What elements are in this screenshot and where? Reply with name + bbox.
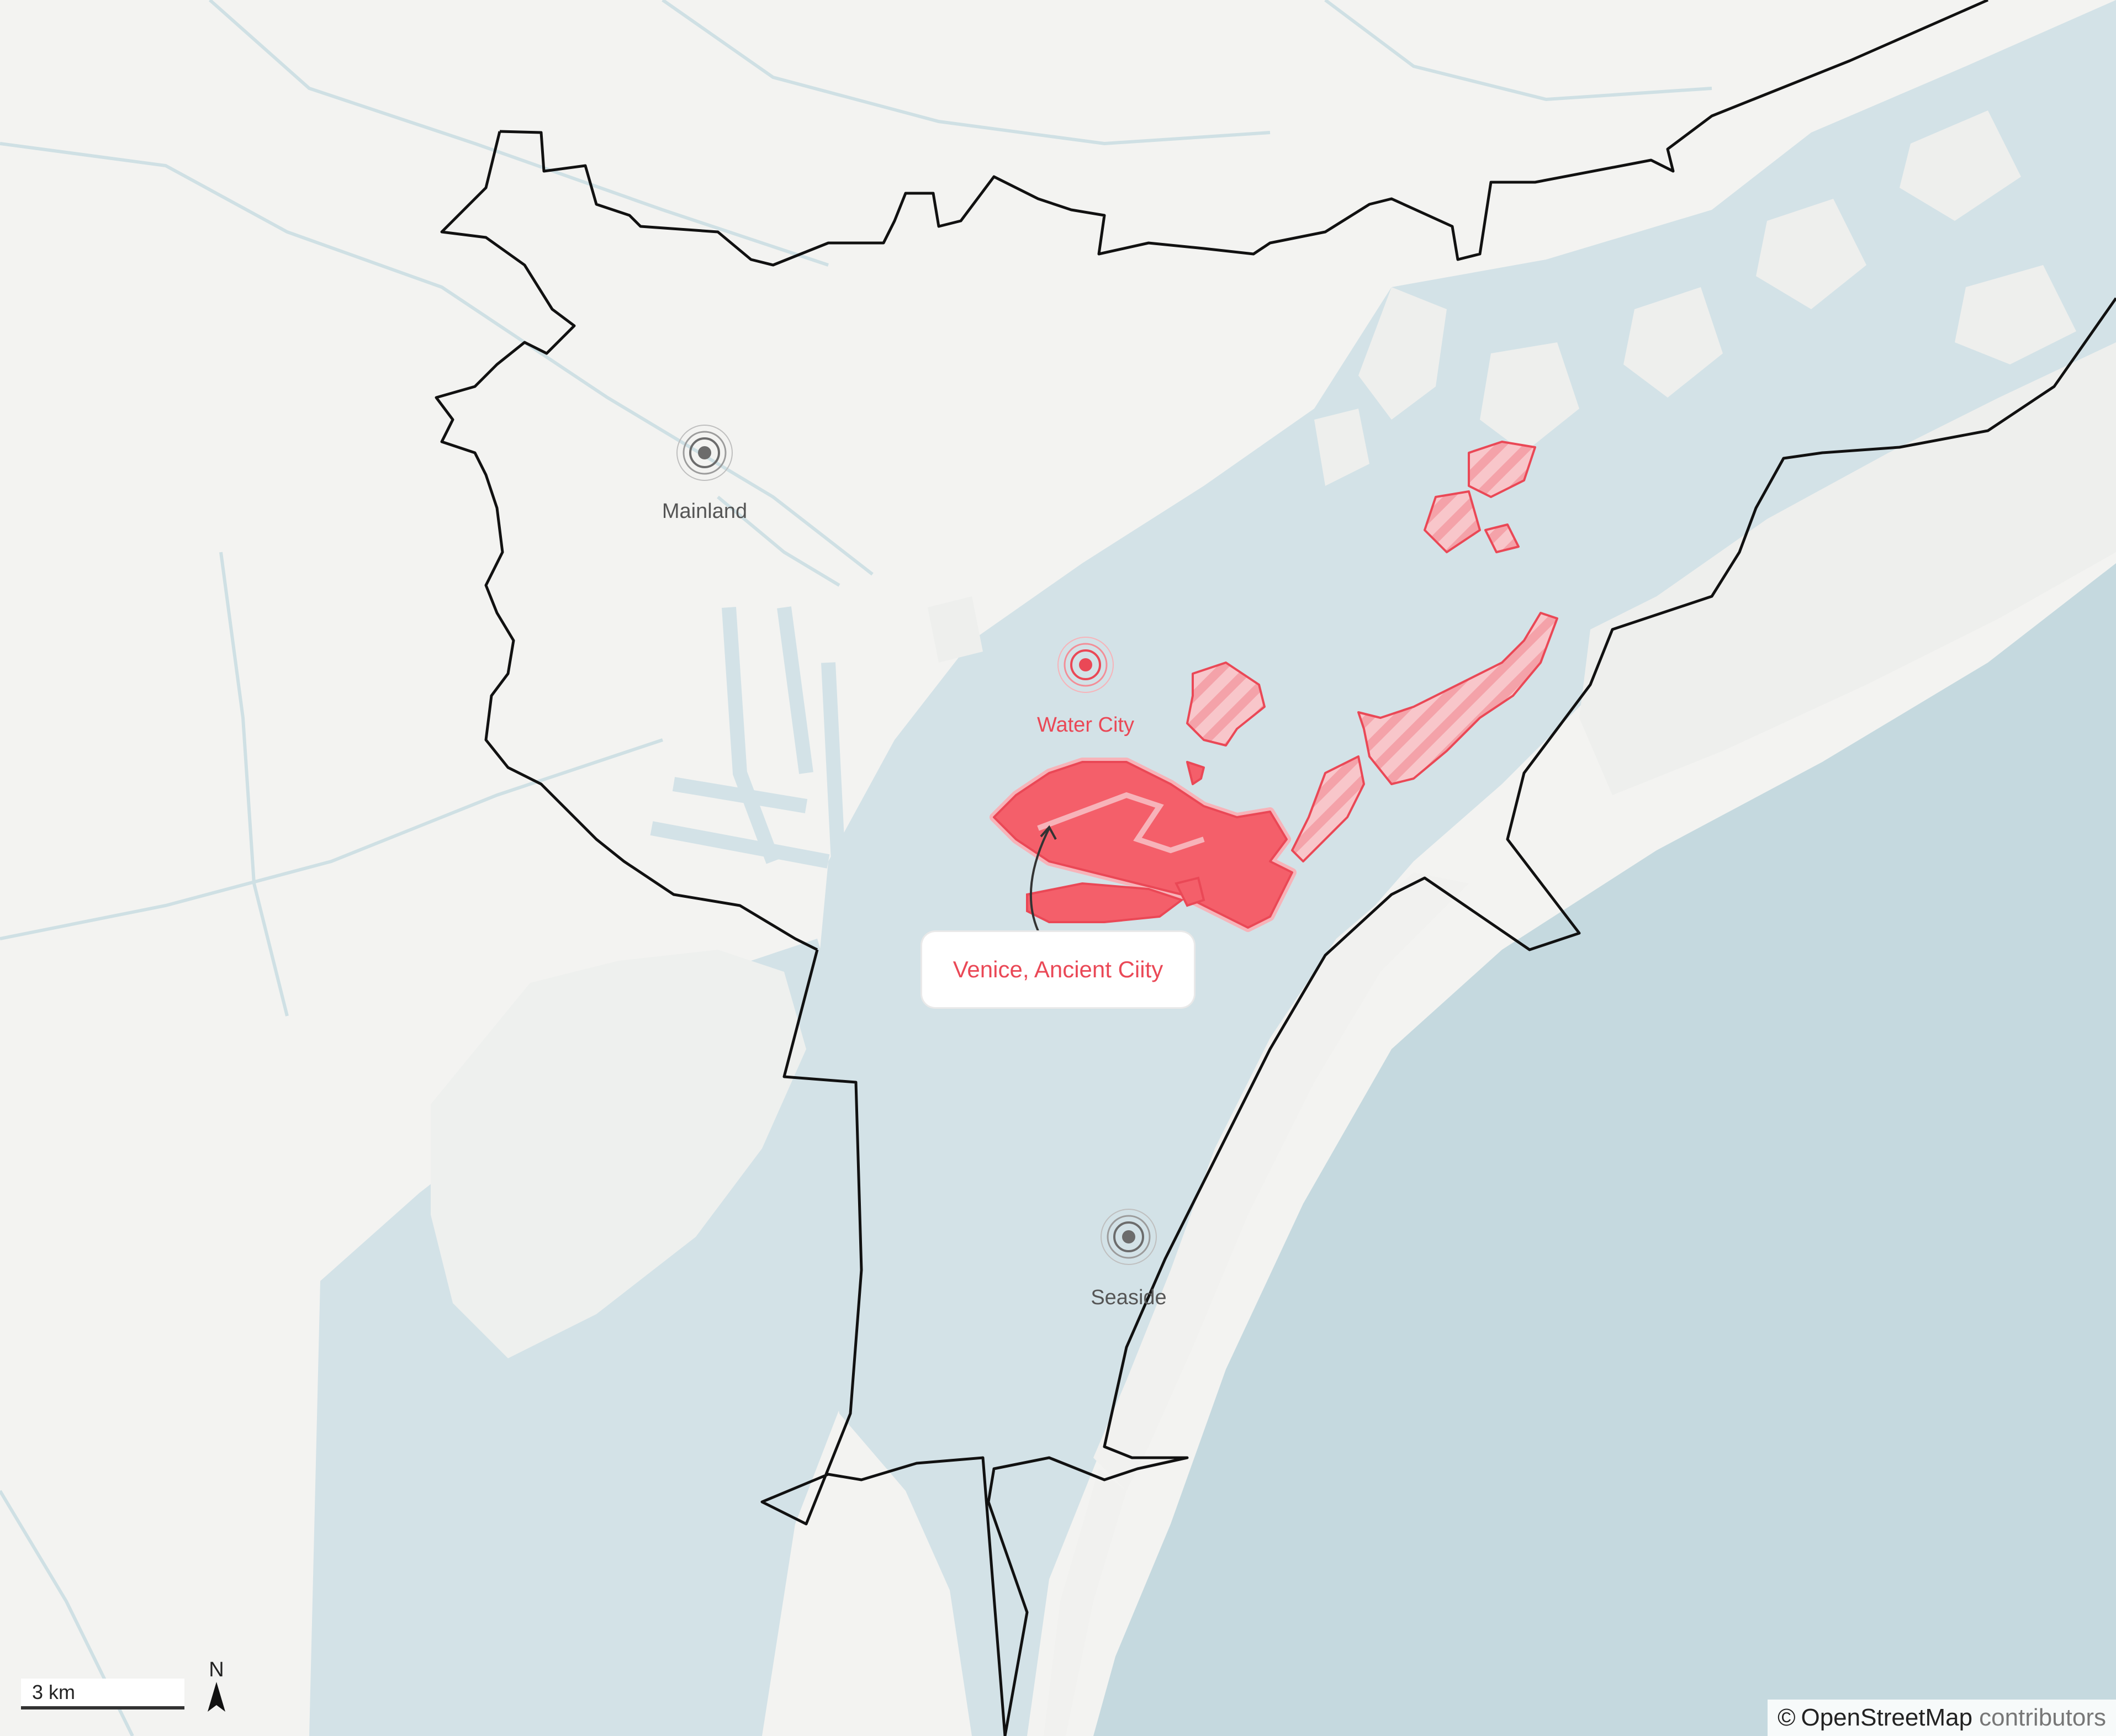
- place-label-seaside: Seaside: [1091, 1286, 1166, 1309]
- north-label: N: [209, 1658, 224, 1681]
- northern-marsh-islands: [928, 110, 2076, 663]
- lagoon-islands-hatched[interactable]: [1186, 441, 1558, 862]
- north-arrow: N: [205, 1659, 228, 1719]
- venice-callout[interactable]: Venice, Ancient Ciity: [922, 932, 1194, 1007]
- place-label-mainland: Mainland: [662, 500, 747, 523]
- map-attribution[interactable]: © OpenStreetMap contributors: [1768, 1700, 2116, 1736]
- cavallino-peninsula: [1579, 342, 2116, 795]
- attribution-suffix: contributors: [1979, 1704, 2106, 1731]
- marghera-canals: [650, 606, 847, 884]
- north-arrow-icon: [208, 1682, 225, 1712]
- pellestrina-island: [1044, 1469, 1126, 1736]
- place-label-water-city: Water City: [1037, 713, 1134, 737]
- callout-leader-line: [1029, 828, 1050, 931]
- lagoon-water: [806, 0, 2116, 1736]
- callout-leader-arrow: [1040, 825, 1057, 840]
- place-marker-mainland[interactable]: [676, 425, 733, 481]
- place-marker-seaside[interactable]: [1101, 1209, 1157, 1265]
- venice-historic-centre[interactable]: [990, 758, 1297, 932]
- attribution-source[interactable]: OpenStreetMap: [1801, 1704, 1973, 1731]
- place-marker-water-city[interactable]: [1057, 637, 1114, 693]
- callout-label: Venice, Ancient Ciity: [953, 956, 1163, 982]
- scale-bar-line: [21, 1679, 184, 1709]
- copyright-symbol: ©: [1778, 1704, 1796, 1731]
- mainland-marsh: [431, 950, 806, 1358]
- lido-island: [1093, 872, 1469, 1491]
- scale-bar: 3 km: [21, 1679, 187, 1709]
- municipal-boundary: [435, 0, 2116, 1736]
- scale-label: 3 km: [32, 1681, 76, 1703]
- adriatic-sea: [1093, 563, 2116, 1736]
